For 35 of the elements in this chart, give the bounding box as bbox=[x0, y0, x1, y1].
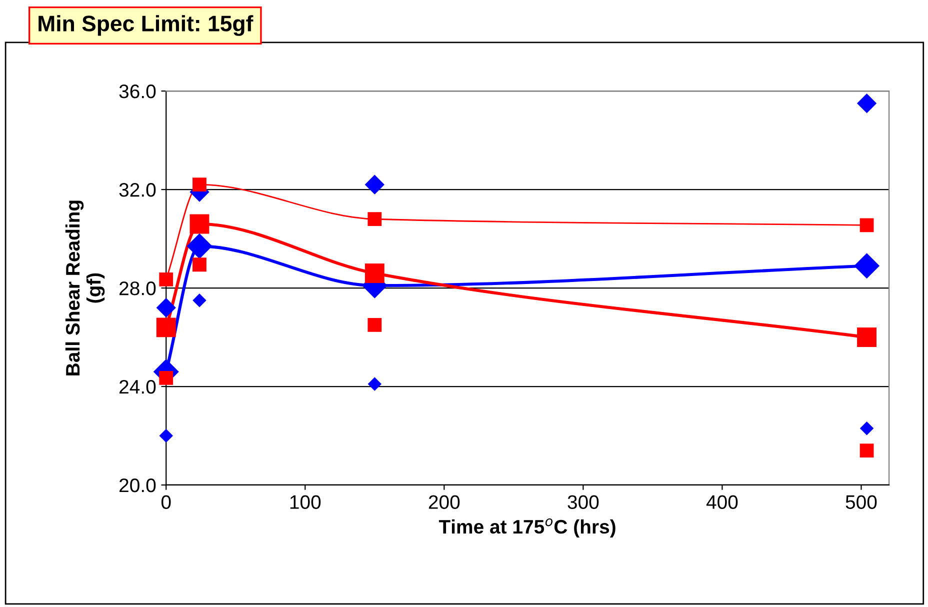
x-tick-label: 200 bbox=[428, 495, 460, 509]
point bbox=[368, 318, 382, 332]
x-tick-label: 500 bbox=[846, 495, 877, 509]
y-tick-label: 20.0 bbox=[120, 478, 156, 492]
point bbox=[857, 328, 877, 347]
point bbox=[368, 377, 382, 391]
point bbox=[190, 214, 210, 234]
point bbox=[159, 370, 174, 385]
point bbox=[187, 234, 212, 259]
point bbox=[860, 444, 874, 458]
point bbox=[159, 272, 174, 286]
point bbox=[860, 218, 874, 232]
point bbox=[365, 175, 384, 194]
y-tick-label: 32.0 bbox=[119, 183, 156, 197]
y-tick-label: 36.0 bbox=[119, 84, 156, 98]
point bbox=[860, 422, 874, 435]
y-tick-label: 24.0 bbox=[120, 380, 156, 394]
x-tick-label: 0 bbox=[161, 495, 171, 509]
text: Min Spec Limit: 15gf bbox=[38, 15, 254, 36]
y-tick-label: 28.0 bbox=[120, 281, 156, 296]
point bbox=[160, 429, 173, 442]
x-tick-label: 100 bbox=[290, 495, 321, 509]
point bbox=[192, 258, 206, 272]
y-axis-title: Ball Shear Reading (gf) bbox=[65, 200, 105, 376]
x-axis-title: Time at 175$^{o}$C (hrs) bbox=[438, 518, 616, 538]
point bbox=[156, 298, 176, 318]
point bbox=[368, 212, 382, 226]
x-tick-label: 300 bbox=[568, 495, 599, 509]
point bbox=[156, 318, 176, 338]
point bbox=[857, 94, 876, 113]
point bbox=[364, 264, 384, 283]
point bbox=[854, 253, 880, 278]
point bbox=[192, 294, 206, 307]
point bbox=[192, 178, 206, 192]
x-tick-label: 400 bbox=[706, 495, 738, 509]
